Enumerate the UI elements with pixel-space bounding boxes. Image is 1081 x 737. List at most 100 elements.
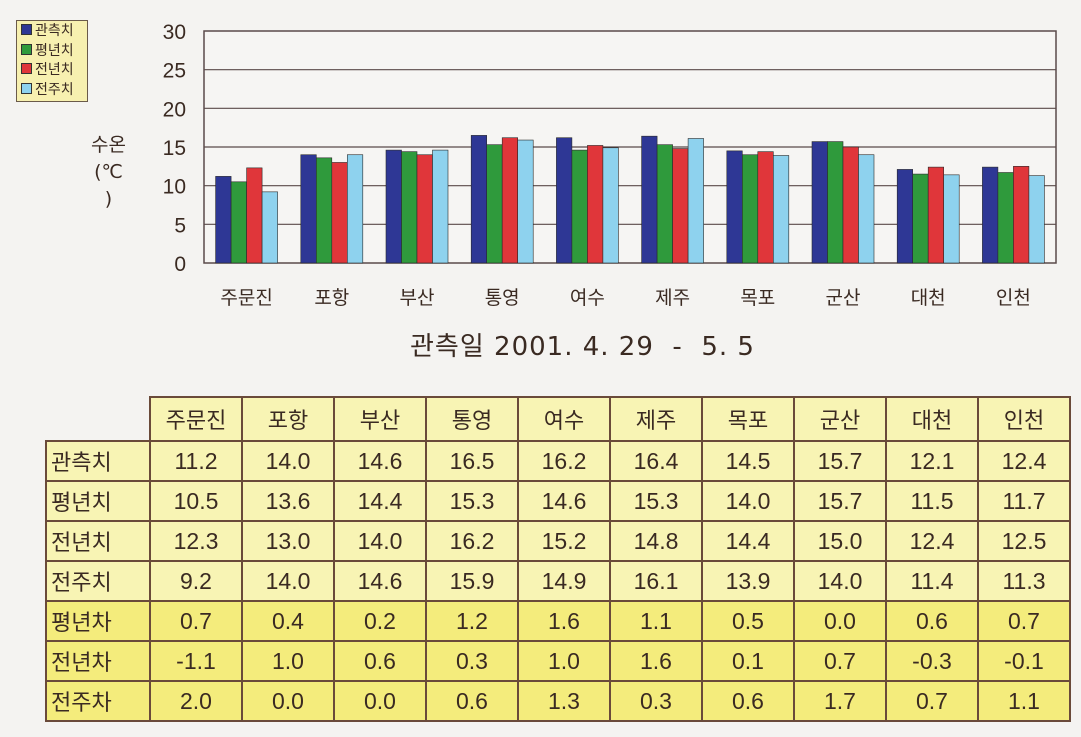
x-tick-label: 제주 — [655, 287, 690, 309]
table-cell: 1.0 — [517, 640, 611, 682]
table-cell: 16.2 — [517, 440, 611, 482]
bar-관측치-부산 — [385, 149, 402, 264]
table-cell: 12.4 — [977, 440, 1071, 482]
table-cell: 14.5 — [701, 440, 795, 482]
table-cell: 0.7 — [149, 600, 243, 642]
y-tick-label: 0 — [174, 253, 186, 276]
table-cell: 9.2 — [149, 560, 243, 602]
bar-평년치-부산 — [401, 151, 418, 264]
bar-관측치-포항 — [300, 154, 317, 264]
table-row: 관측치 11.2 14.0 14.6 16.5 16.2 16.4 14.5 15.7 12.1 1… — [45, 440, 1071, 482]
bar-전년치-목포 — [757, 151, 774, 264]
table-cell: 1.1 — [977, 680, 1071, 722]
row-header: 전년차 — [45, 640, 151, 682]
bar-전년치-군산 — [842, 146, 859, 264]
table-cell: 1.6 — [517, 600, 611, 642]
table-cell: 15.9 — [425, 560, 519, 602]
table-cell: 14.0 — [701, 480, 795, 522]
table-cell: 0.6 — [701, 680, 795, 722]
table-cell: 0.6 — [885, 600, 979, 642]
table-cell: 1.0 — [241, 640, 335, 682]
legend-swatch — [21, 82, 32, 94]
bar-전주치-여수 — [602, 147, 619, 264]
table-cell: 0.7 — [977, 600, 1071, 642]
bar-평년치-목포 — [741, 154, 759, 264]
table-cell: -0.3 — [885, 640, 979, 682]
table-cell: 14.8 — [609, 520, 703, 562]
table-cell: 14.6 — [333, 560, 427, 602]
x-tick-label: 군산 — [826, 287, 861, 309]
y-tick-label: 15 — [163, 137, 186, 160]
table-row: 전주차 2.0 0.0 0.0 0.6 1.3 0.3 0.6 1.7 0.7 1.1 — [45, 680, 1071, 722]
bar-chart: 0 5 10 15 20 25 30 주문진 포항 부산 통영 여수 제주 목포 군산 대천 인천 — [163, 21, 1057, 309]
table-cell: 11.5 — [885, 480, 979, 522]
bar-관측치-제주 — [641, 135, 658, 264]
table-cell: 11.2 — [149, 440, 243, 482]
column-header: 목포 — [701, 396, 795, 442]
table-cell: 1.1 — [609, 600, 703, 642]
bar-평년치-제주 — [656, 144, 673, 264]
column-header: 여수 — [517, 396, 611, 442]
bar-전년치-통영 — [501, 137, 519, 264]
table-cell: 14.0 — [241, 560, 335, 602]
column-header: 주문진 — [149, 396, 243, 442]
bar-전주치-군산 — [858, 154, 875, 264]
bar-전주치-포항 — [346, 154, 364, 264]
table-cell: 2.0 — [149, 680, 243, 722]
bar-평년치-통영 — [486, 144, 503, 264]
y-tick-label: 25 — [163, 60, 186, 83]
bar-관측치-군산 — [811, 141, 828, 264]
table-cell: -1.1 — [149, 640, 243, 682]
bar-평년치-인천 — [997, 172, 1014, 264]
bar-관측치-여수 — [556, 137, 573, 264]
table-cell: 15.7 — [793, 440, 887, 482]
data-table: 주문진 포항 부산 통영 여수 제주 목포 군산 대천 인천 관측치 11.2 14.0 14.6 16.5… — [45, 396, 1071, 722]
table-cell: 1.3 — [517, 680, 611, 722]
y-tick-label: 10 — [163, 176, 186, 199]
legend-label: 관측치 — [35, 23, 74, 39]
legend-swatch — [21, 63, 32, 74]
table-cell: 11.7 — [977, 480, 1071, 522]
table-cell: 13.6 — [241, 480, 335, 522]
bar-전년치-인천 — [1013, 166, 1030, 264]
row-header: 관측치 — [45, 440, 151, 482]
table-cell: 15.0 — [793, 520, 887, 562]
table-cell: 1.6 — [609, 640, 703, 682]
table-row: 전년치 12.3 13.0 14.0 16.2 15.2 14.8 14.4 15.0 12.4 1… — [45, 520, 1071, 562]
bar-관측치-통영 — [470, 135, 488, 264]
bar-전주치-목포 — [772, 155, 790, 264]
bar-전주치-통영 — [517, 139, 534, 264]
bar-전년치-포항 — [331, 162, 348, 264]
bar-전년치-대천 — [927, 166, 945, 264]
table-cell: 10.5 — [149, 480, 243, 522]
table-cell: 15.3 — [425, 480, 519, 522]
table-row: 평년차 0.7 0.4 0.2 1.2 1.6 1.1 0.5 0.0 0.6 0.7 — [45, 600, 1071, 642]
x-tick-label: 인천 — [996, 287, 1031, 309]
chart-legend: 관측치 평년치 전년치 전주치 — [16, 20, 88, 102]
table-cell: 0.0 — [793, 600, 887, 642]
table-cell: 14.0 — [241, 440, 335, 482]
table-cell: 16.4 — [609, 440, 703, 482]
table-cell: 16.2 — [425, 520, 519, 562]
bar-전주치-주문진 — [261, 191, 278, 264]
table-cell: 1.2 — [425, 600, 519, 642]
y-tick-label: 20 — [163, 98, 186, 121]
table-cell: 14.4 — [701, 520, 795, 562]
table-row: 전주치 9.2 14.0 14.6 15.9 14.9 16.1 13.9 14.0 11.4 11… — [45, 560, 1071, 602]
x-tick-label: 통영 — [485, 287, 520, 309]
x-tick-label: 대천 — [911, 287, 946, 309]
table-cell: 14.4 — [333, 480, 427, 522]
bar-평년치-포항 — [315, 157, 333, 264]
table-cell: 0.7 — [793, 640, 887, 682]
column-header: 통영 — [425, 396, 519, 442]
column-header: 부산 — [333, 396, 427, 442]
bar-관측치-인천 — [982, 166, 999, 264]
legend-swatch — [21, 43, 32, 55]
table-cell: 14.9 — [517, 560, 611, 602]
table-cell: 0.3 — [425, 640, 519, 682]
table-cell: -0.1 — [977, 640, 1071, 682]
table-cell: 13.9 — [701, 560, 795, 602]
bar-전년치-주문진 — [246, 167, 263, 264]
table-cell: 0.6 — [425, 680, 519, 722]
bar-관측치-대천 — [896, 169, 914, 264]
